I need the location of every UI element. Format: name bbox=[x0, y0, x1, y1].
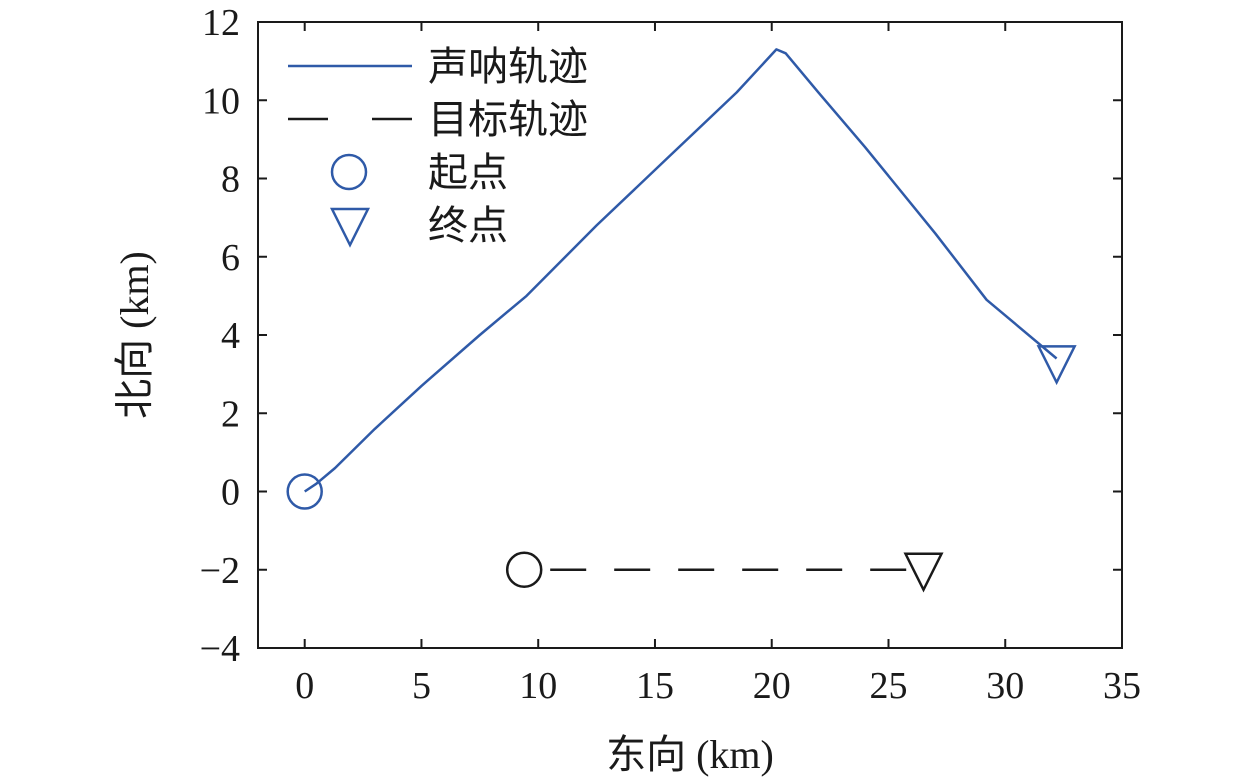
x-axis-label: 东向 (km) bbox=[606, 732, 774, 777]
y-tick-label: 4 bbox=[221, 315, 240, 357]
legend-label: 声呐轨迹 bbox=[428, 44, 588, 89]
legend-triangle-swatch bbox=[329, 207, 371, 248]
y-axis-label: 北向 (km) bbox=[112, 251, 157, 419]
sonar-start-marker bbox=[286, 473, 323, 510]
x-tick-label: 20 bbox=[753, 665, 791, 707]
legend-circle-swatch bbox=[330, 153, 368, 191]
x-tick-label: 35 bbox=[1103, 665, 1141, 707]
y-tick-label: 10 bbox=[202, 80, 240, 122]
x-tick-label: 15 bbox=[636, 665, 674, 707]
axis-ticks: 0 5 10 15 20 25 30 35 −4 −2 0 2 4 6 8 10 12 bbox=[200, 2, 1141, 707]
plot-frame bbox=[257, 21, 1123, 649]
sonar-trajectory-line bbox=[304, 48, 1058, 493]
legend-label: 终点 bbox=[428, 203, 508, 248]
y-tick-label: −2 bbox=[200, 550, 240, 592]
target-start-marker bbox=[505, 551, 543, 588]
y-tick-label: 6 bbox=[221, 237, 240, 279]
legend-label: 目标轨迹 bbox=[428, 97, 588, 142]
x-tick-label: 10 bbox=[519, 665, 557, 707]
y-tick-label: 0 bbox=[221, 472, 240, 514]
y-tick-label: 8 bbox=[221, 159, 240, 201]
target-end-marker bbox=[903, 552, 944, 593]
x-tick-label: 25 bbox=[869, 665, 907, 707]
sonar-end-marker bbox=[1036, 345, 1077, 386]
legend-label: 起点 bbox=[428, 150, 508, 195]
x-tick-label: 5 bbox=[412, 665, 431, 707]
x-tick-label: 0 bbox=[295, 665, 314, 707]
y-tick-label: −4 bbox=[200, 628, 240, 670]
marker-layer bbox=[286, 345, 1077, 593]
x-tick-label: 30 bbox=[986, 665, 1024, 707]
series-layer bbox=[304, 48, 1058, 572]
y-tick-label: 2 bbox=[221, 393, 240, 435]
y-tick-label: 12 bbox=[202, 2, 240, 44]
